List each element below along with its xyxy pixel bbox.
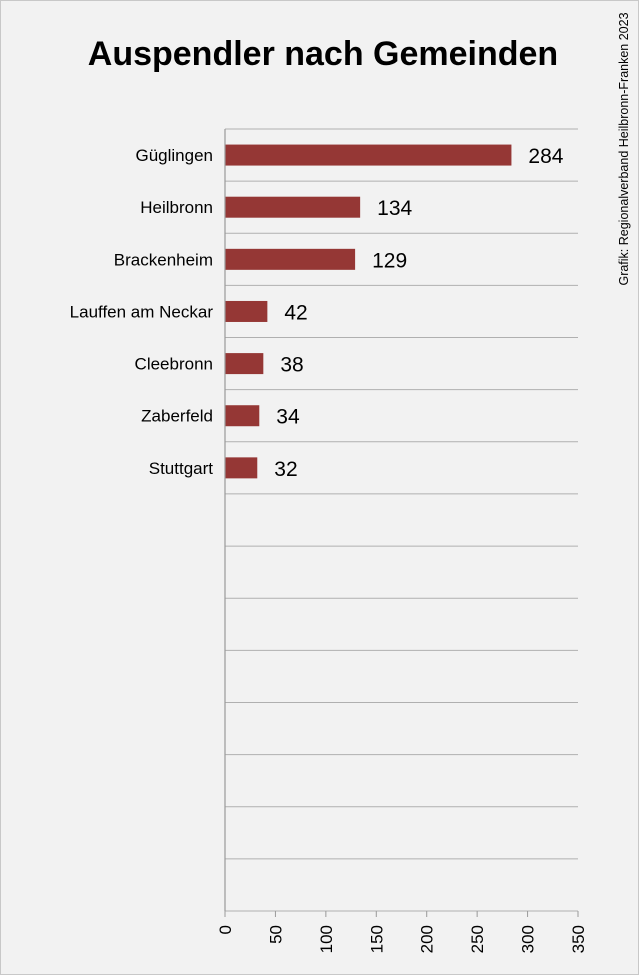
- bar: [225, 300, 268, 322]
- value-label: 129: [372, 249, 407, 272]
- value-label: 42: [284, 301, 307, 324]
- value-label: 284: [528, 145, 563, 168]
- bar: [225, 405, 260, 427]
- category-label: Stuttgart: [149, 459, 214, 478]
- value-label: 134: [377, 197, 412, 220]
- bar: [225, 144, 512, 166]
- x-tick-label: 200: [418, 925, 437, 953]
- x-tick-label: 300: [519, 925, 538, 953]
- x-tick-label: 100: [317, 925, 336, 953]
- chart-title: Auspendler nach Gemeinden: [88, 35, 558, 73]
- category-label: Cleebronn: [135, 355, 213, 374]
- category-label: Lauffen am Neckar: [70, 302, 214, 321]
- bars-group: Güglingen 284 Heilbronn 134 Brackenheim 129 La…: [70, 144, 564, 481]
- x-tick-label: 0: [216, 925, 235, 934]
- credit-text: Grafik: Regionalverband Heilbronn-Franke…: [617, 12, 631, 285]
- category-label: Güglingen: [135, 146, 213, 165]
- value-label: 38: [280, 354, 303, 377]
- value-label: 34: [276, 406, 300, 429]
- x-tick-label: 250: [468, 925, 487, 953]
- bar: [225, 457, 258, 479]
- grid-lines: [225, 128, 578, 912]
- category-label: Brackenheim: [114, 250, 213, 269]
- category-label: Heilbronn: [140, 198, 213, 217]
- bar: [225, 196, 361, 218]
- bar: [225, 353, 264, 375]
- category-label: Zaberfeld: [141, 407, 213, 426]
- x-tick-label: 150: [367, 925, 386, 953]
- x-tick-label: 50: [266, 925, 285, 944]
- x-axis-ticks: 0 50 100 150 200 250 300 350: [216, 911, 588, 953]
- bar: [225, 248, 356, 270]
- x-tick-label: 350: [569, 925, 588, 953]
- value-label: 32: [274, 458, 297, 481]
